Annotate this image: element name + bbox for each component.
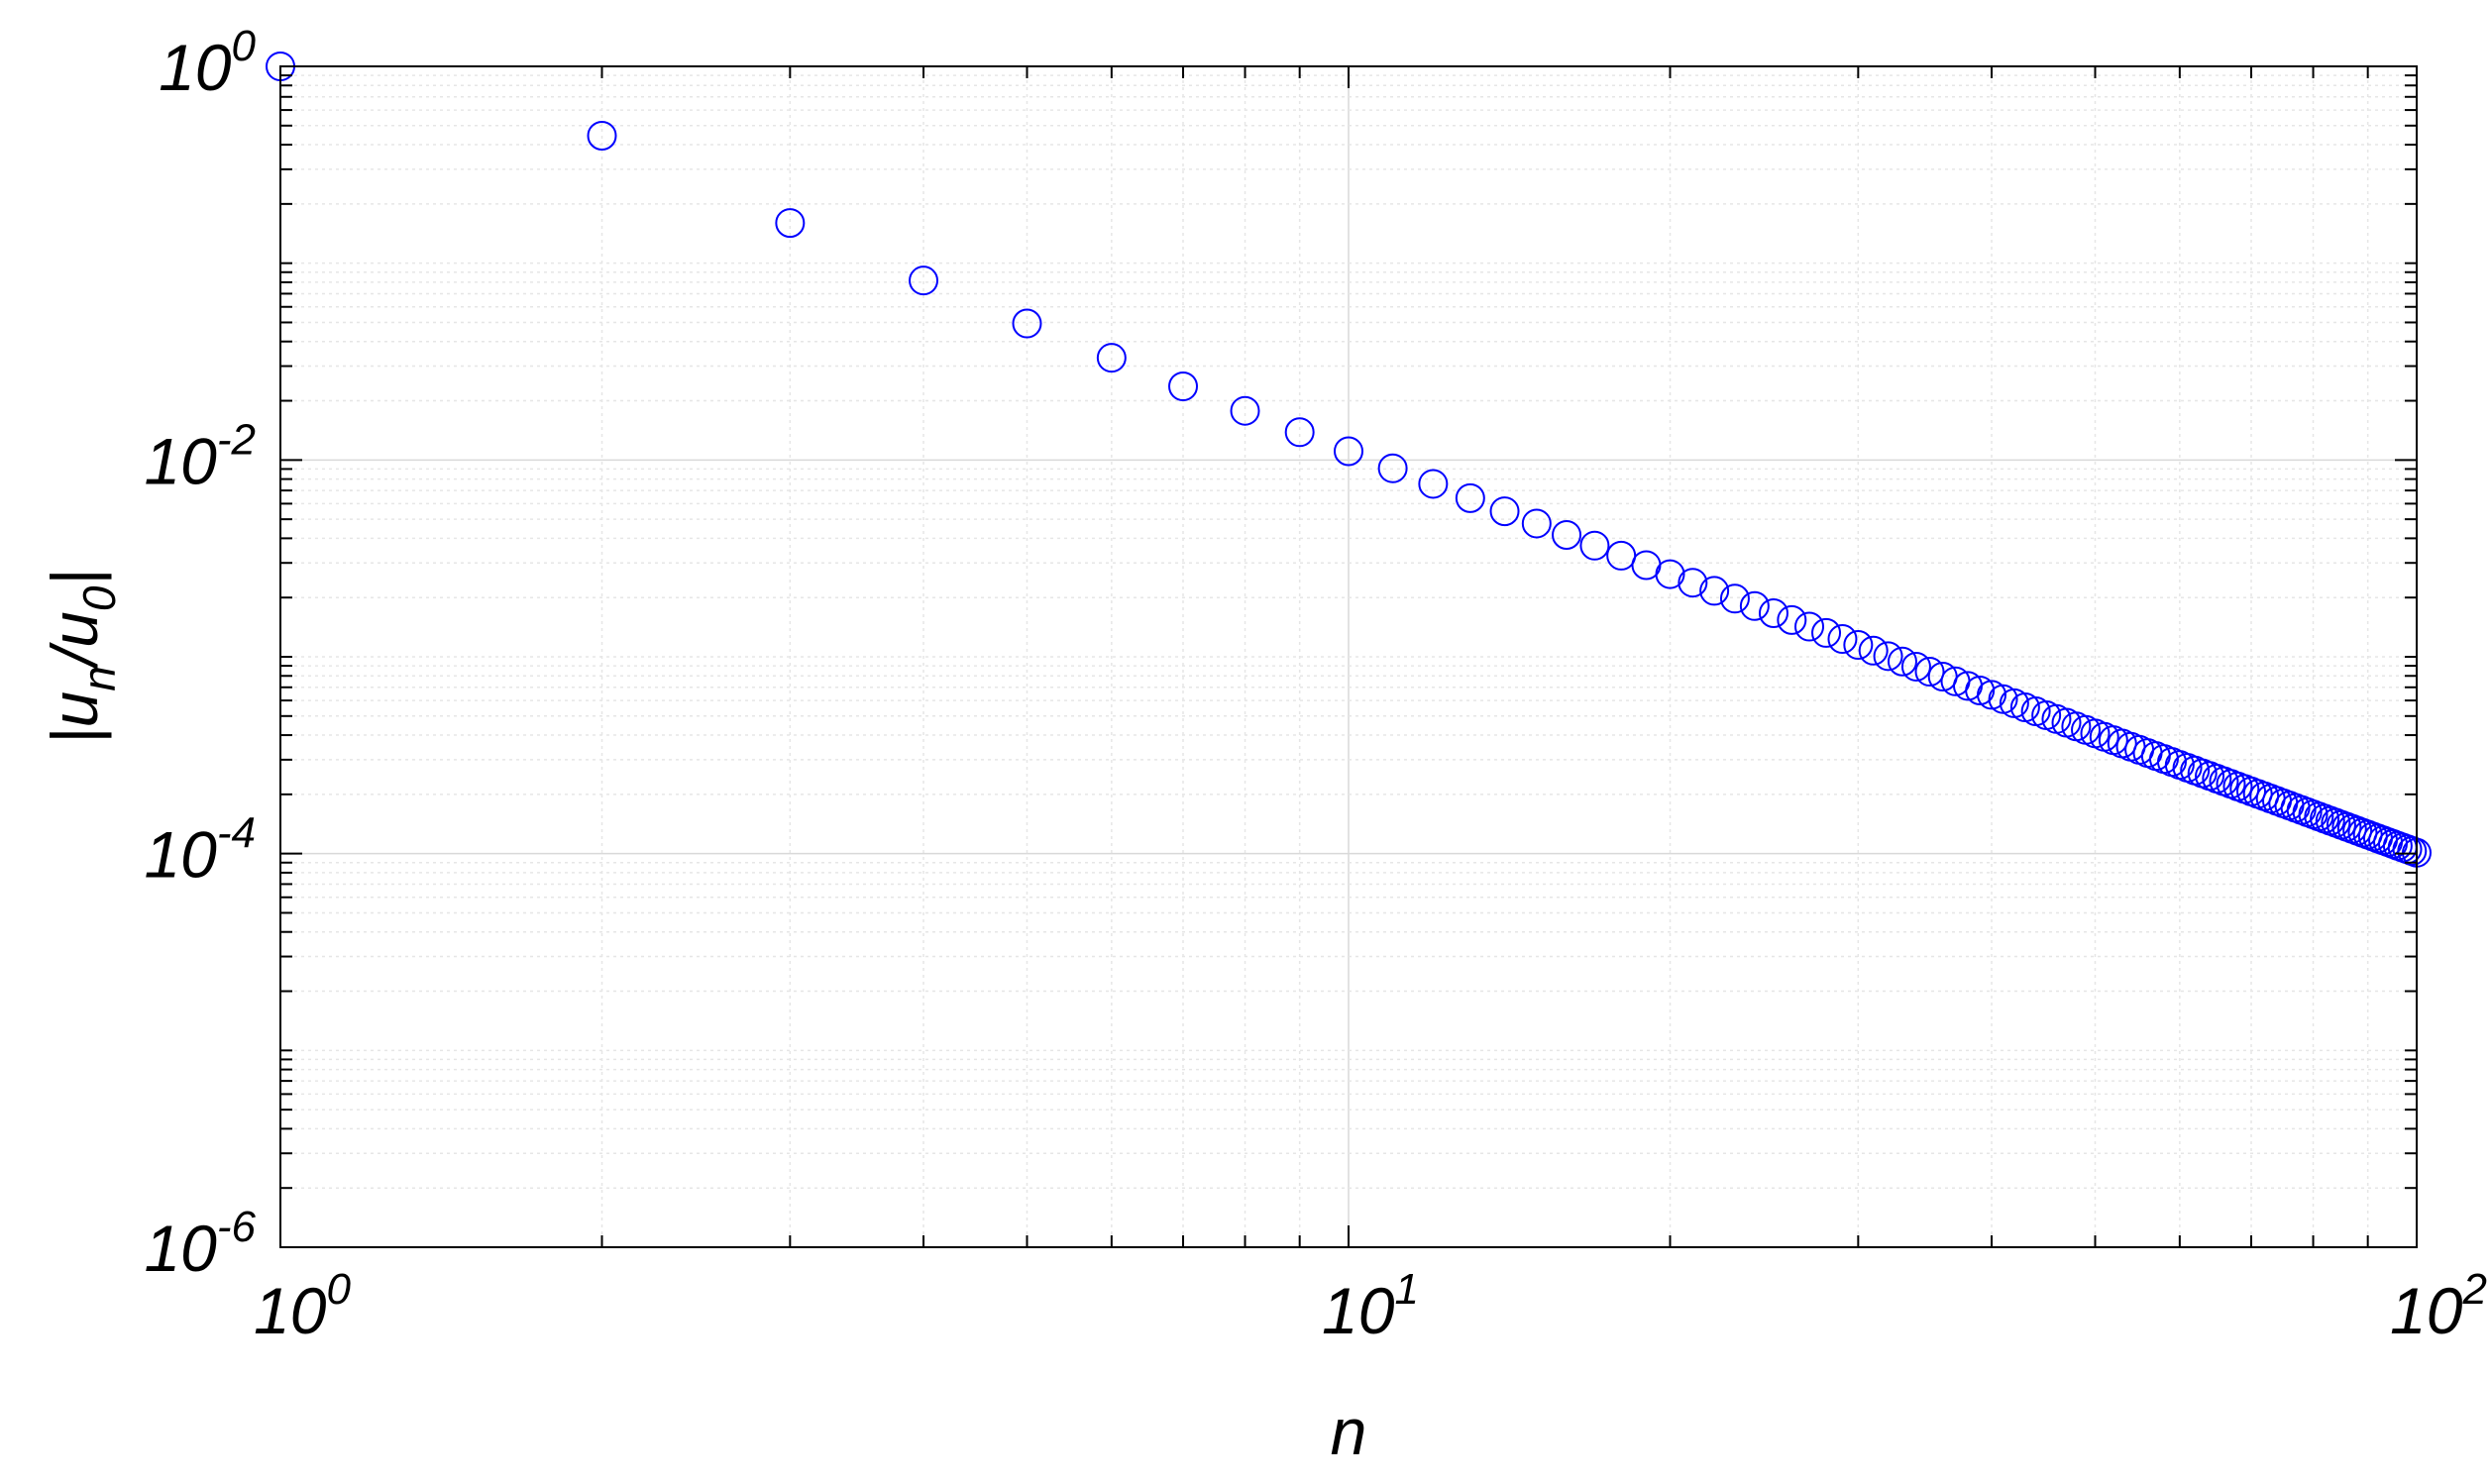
data-point [1777, 604, 1807, 635]
y-label-close: | [38, 569, 113, 585]
x-axis-label: n [1331, 1395, 1367, 1468]
y-label-mid: /u [38, 611, 111, 670]
y-tick-label-exponent: 0 [232, 22, 257, 70]
x-tick-label: 102 [2390, 1265, 2487, 1347]
y-tick-label-exponent: -4 [217, 809, 256, 858]
y-tick-label-base: 10 [144, 1212, 217, 1285]
data-point [1521, 508, 1552, 539]
data-point [1977, 680, 2007, 710]
data-point [1811, 617, 1842, 648]
data-point [1489, 496, 1520, 527]
y-tick-label: 10-6 [144, 1203, 256, 1285]
data-point [1096, 343, 1127, 373]
data-point [1887, 646, 1917, 677]
data-point [1827, 624, 1858, 655]
data-point [1455, 482, 1485, 513]
x-tick-label: 100 [254, 1265, 351, 1347]
data-point [775, 208, 806, 239]
data-point [1655, 559, 1685, 589]
data-point [1843, 630, 1874, 661]
marker-layer [266, 52, 2432, 868]
x-tick-label: 101 [1322, 1265, 1419, 1347]
data-point [1739, 590, 1770, 621]
x-tick-label-base: 10 [254, 1274, 327, 1347]
y-tick-label-base: 10 [144, 424, 217, 497]
y-tick-label-base: 10 [159, 31, 232, 104]
data-point [1965, 675, 1996, 705]
data-point [1914, 657, 1945, 688]
data-point [1230, 395, 1260, 426]
data-point [1873, 641, 1903, 672]
grid-layer [280, 65, 2417, 1248]
data-point [587, 120, 617, 151]
x-tick-label-base: 10 [1322, 1274, 1395, 1347]
data-point [1552, 519, 1582, 550]
data-point [1858, 635, 1889, 666]
tick-mark-layer [279, 66, 2417, 1248]
data-point [1758, 597, 1788, 628]
y-tick-label-exponent: -6 [217, 1203, 257, 1251]
data-point [1900, 651, 1931, 682]
y-tick-label: 10-2 [144, 415, 256, 497]
data-point [1168, 371, 1199, 401]
data-point [1334, 436, 1363, 467]
data-point [1012, 308, 1042, 339]
data-point [1377, 453, 1408, 483]
data-point [1699, 576, 1730, 606]
data-point [1418, 469, 1449, 499]
x-tick-label-base: 10 [2390, 1274, 2463, 1347]
y-tick-label: 100 [159, 22, 256, 104]
data-point [1719, 583, 1750, 614]
y-label-sub-0: 0 [73, 585, 125, 611]
y-label-open: |u [38, 691, 113, 745]
y-tick-label-base: 10 [144, 818, 217, 892]
y-axis-label: |un/u0| [38, 569, 125, 744]
data-point [1794, 611, 1825, 642]
y-tick-label: 10-4 [144, 809, 256, 892]
data-point [1579, 530, 1610, 561]
data-point [1678, 568, 1708, 598]
y-tick-label-exponent: -2 [217, 415, 256, 464]
y-label-sub-n: n [73, 666, 125, 691]
x-tick-label-exponent: 2 [2461, 1265, 2486, 1314]
data-point [909, 265, 939, 296]
data-point [1284, 417, 1315, 448]
x-tick-label-exponent: 0 [326, 1265, 351, 1314]
x-tick-label-exponent: 1 [1394, 1265, 1418, 1314]
